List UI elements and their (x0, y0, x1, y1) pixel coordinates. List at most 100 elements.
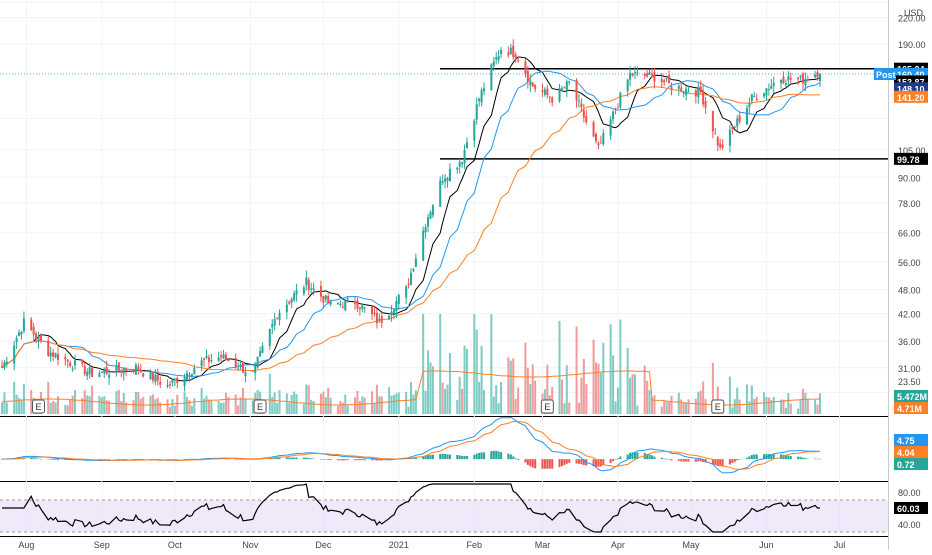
macd-histogram-bar (234, 459, 237, 460)
candle-body (529, 80, 532, 86)
candle-body (239, 364, 242, 368)
candle-body (91, 367, 94, 378)
volume-bar (731, 407, 734, 414)
candle-body (736, 118, 739, 127)
macd-histogram-bar (183, 459, 186, 460)
candle-body (52, 352, 55, 357)
volume-tag (894, 390, 928, 402)
macd-histogram-bar (32, 458, 35, 460)
y-tick-label: 90.00 (898, 173, 921, 183)
candle-body (643, 74, 646, 76)
volume-avg-tag (894, 402, 928, 414)
price-tag-label: 99.78 (897, 155, 920, 165)
candle-body (682, 91, 685, 94)
candle-body (767, 89, 770, 91)
candle-body (407, 283, 410, 286)
candle-body (361, 305, 364, 309)
volume-bar (71, 395, 74, 414)
volume-bar (643, 365, 646, 414)
macd-histogram-bar (782, 454, 785, 460)
volume-bar (122, 392, 125, 414)
candle-body (120, 369, 123, 373)
x-tick-label: Jun (759, 540, 774, 550)
candle-body (602, 132, 605, 145)
volume-bar (193, 398, 196, 414)
macd-histogram-bar (653, 456, 656, 460)
candle-body (531, 82, 534, 87)
rsi-tick-label: 40.00 (898, 520, 921, 530)
volume-bar (738, 399, 741, 414)
candle-body (278, 312, 281, 320)
macd-histogram-bar (612, 459, 615, 462)
candle-body (558, 87, 561, 102)
macd-histogram-bar (704, 459, 707, 463)
macd-histogram-bar (770, 454, 773, 460)
candle-body (733, 127, 736, 129)
candle-body (711, 111, 714, 132)
volume-bar (166, 399, 169, 414)
x-tick-label: Oct (168, 540, 183, 550)
candle-body (687, 91, 690, 93)
candle-body (358, 307, 361, 310)
volume-bar (312, 400, 315, 414)
candle-body (0, 366, 4, 368)
candle-body (441, 181, 444, 183)
candle-body (256, 356, 259, 368)
volume-bar (83, 390, 86, 414)
macd-histogram-bar (748, 456, 751, 460)
candle-body (801, 73, 804, 84)
candle-body (456, 167, 459, 170)
candle-body (302, 287, 305, 294)
volume-bar (602, 342, 605, 414)
candle-body (614, 108, 617, 110)
macd-histogram-bar (344, 459, 347, 461)
macd-histogram-bar (575, 459, 578, 464)
volume-avg-label: 4.71M (897, 404, 922, 414)
volume-bar (685, 402, 688, 414)
macd-histogram-bar (103, 459, 106, 460)
macd-histogram-bar (765, 453, 768, 460)
volume-bar (495, 385, 498, 414)
post-badge (874, 68, 896, 81)
macd-histogram-bar (120, 459, 123, 460)
candle-body (500, 50, 503, 55)
volume-bar (125, 402, 128, 414)
candle-body (15, 338, 18, 343)
candle-body (288, 301, 291, 304)
x-tick-label: Nov (242, 540, 259, 550)
volume-bar (139, 398, 142, 414)
y-tick-label: 220.00 (898, 14, 926, 24)
volume-bar (531, 364, 534, 414)
x-tick-label: Dec (315, 540, 332, 550)
macd-histogram-bar (602, 459, 605, 466)
candle-body (324, 295, 327, 300)
volume-bar (47, 381, 50, 414)
candle-body (395, 301, 398, 312)
macd-histogram-bar (30, 457, 33, 460)
candle-body (565, 81, 568, 90)
volume-bar (677, 392, 680, 414)
macd-histogram-bar (346, 459, 349, 461)
volume-bar (577, 402, 581, 414)
volume-bar (490, 314, 493, 414)
volume-bar (302, 403, 305, 414)
volume-bar (205, 395, 208, 414)
macd-histogram-bar (327, 459, 330, 460)
macd-histogram-bar (446, 454, 449, 460)
volume-bar (733, 399, 736, 414)
candle-body (560, 88, 563, 90)
earnings-marker (711, 399, 725, 414)
volume-bar (612, 355, 615, 414)
macd-histogram-bar (497, 451, 500, 460)
macd-histogram-bar (745, 457, 748, 460)
candle-body (461, 162, 464, 165)
candle-body (237, 368, 240, 370)
volume-bar (755, 396, 758, 414)
volume-bar (207, 399, 210, 414)
macd-histogram-bar (154, 459, 157, 460)
candle-body (156, 374, 159, 381)
candle-body (122, 368, 125, 374)
macd-histogram-bar (568, 459, 571, 463)
